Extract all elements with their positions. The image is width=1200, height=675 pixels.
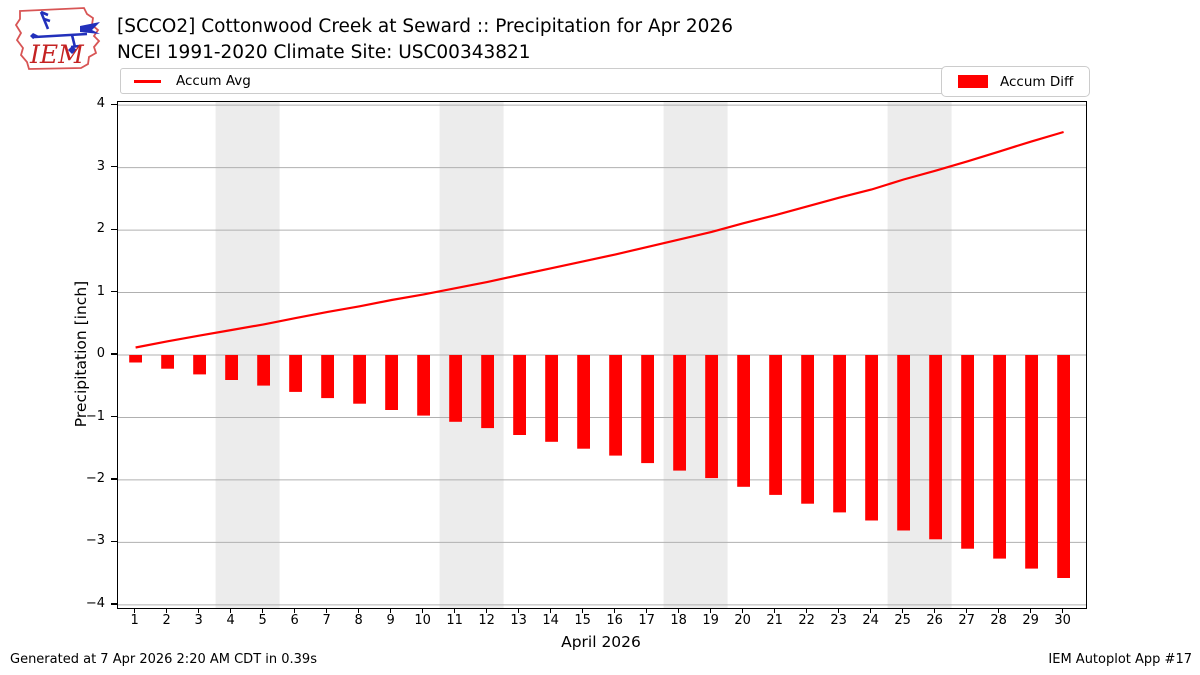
weather-vane-arrow-icon	[30, 22, 100, 54]
x-tick-label: 27	[958, 613, 975, 628]
x-tick-label: 23	[830, 613, 847, 628]
x-tick-label: 6	[290, 613, 299, 628]
iem-logo: IEM	[14, 7, 101, 70]
x-tick-mark	[454, 608, 456, 613]
x-tick-label: 18	[670, 613, 687, 628]
x-tick-mark	[646, 608, 648, 613]
accum-diff-bars	[129, 355, 1070, 578]
x-tick-mark	[486, 608, 488, 613]
gridlines	[118, 104, 1086, 606]
x-tick-mark	[134, 608, 136, 613]
chart-title: [SCCO2] Cottonwood Creek at Seward :: Pr…	[117, 16, 733, 37]
x-tick-label: 26	[926, 613, 943, 628]
y-tick-label: −4	[85, 595, 105, 611]
y-tick-mark	[111, 166, 117, 168]
y-tick-mark	[111, 353, 117, 355]
x-tick-label: 25	[894, 613, 911, 628]
generated-timestamp: Generated at 7 Apr 2026 2:20 AM CDT in 0…	[10, 652, 317, 667]
x-tick-label: 28	[990, 613, 1007, 628]
x-tick-mark	[294, 608, 296, 613]
y-tick-mark	[111, 290, 117, 293]
x-tick-label: 7	[322, 613, 331, 628]
accum-diff-bar-swatch	[958, 75, 988, 88]
plot-area	[117, 101, 1087, 609]
y-tick-mark	[111, 478, 117, 480]
x-tick-mark	[326, 608, 328, 613]
x-tick-mark	[230, 608, 232, 613]
x-tick-mark	[998, 608, 1000, 613]
x-tick-mark	[870, 608, 872, 613]
x-tick-mark	[1062, 608, 1064, 613]
x-tick-label: 14	[542, 613, 559, 628]
x-tick-mark	[358, 608, 360, 613]
x-tick-label: 20	[734, 613, 751, 628]
x-tick-label: 1	[130, 613, 139, 628]
x-tick-label: 11	[446, 613, 463, 628]
x-tick-label: 24	[862, 613, 879, 628]
x-tick-mark	[198, 608, 200, 613]
x-tick-mark	[582, 608, 584, 613]
x-tick-label: 10	[414, 613, 431, 628]
x-tick-mark	[262, 608, 264, 613]
y-tick-label: 4	[96, 96, 105, 112]
x-tick-mark	[614, 608, 616, 613]
legend-accum-diff: Accum Diff	[941, 66, 1090, 97]
x-tick-label: 4	[226, 613, 235, 628]
x-axis-label: April 2026	[561, 633, 641, 651]
chart-subtitle: NCEI 1991-2020 Climate Site: USC00343821	[117, 42, 531, 63]
legend-accum-avg: Accum Avg	[120, 68, 1086, 94]
accum-diff-label: Accum Diff	[1000, 73, 1074, 90]
accum-avg-label: Accum Avg	[176, 73, 251, 89]
accum-avg-line-swatch	[134, 79, 161, 83]
y-tick-label: 3	[96, 158, 105, 174]
y-tick-mark	[111, 415, 117, 418]
x-tick-mark	[1030, 608, 1032, 613]
x-tick-label: 13	[510, 613, 527, 628]
x-tick-label: 8	[354, 613, 363, 628]
y-tick-label: −1	[85, 408, 105, 424]
x-tick-mark	[902, 608, 904, 613]
x-tick-label: 19	[702, 613, 719, 628]
y-tick-label: −3	[85, 533, 105, 549]
y-tick-label: −2	[85, 470, 105, 486]
logo-text: IEM	[29, 40, 85, 69]
x-tick-label: 29	[1022, 613, 1039, 628]
x-tick-label: 21	[766, 613, 783, 628]
y-tick-mark	[111, 603, 117, 605]
y-tick-mark	[111, 228, 117, 230]
x-tick-mark	[742, 608, 744, 613]
y-tick-mark	[111, 540, 117, 543]
x-tick-label: 15	[574, 613, 591, 628]
y-tick-label: 0	[96, 346, 105, 361]
app-credit: IEM Autoplot App #17	[1048, 652, 1192, 667]
x-tick-mark	[678, 608, 680, 613]
accum-avg-line	[135, 130, 1064, 349]
x-tick-mark	[422, 608, 424, 613]
x-tick-mark	[710, 608, 712, 613]
x-tick-label: 5	[258, 613, 267, 628]
x-tick-label: 22	[798, 613, 815, 628]
y-tick-mark	[111, 103, 117, 105]
x-tick-label: 12	[478, 613, 495, 628]
x-tick-label: 2	[162, 613, 171, 628]
y-tick-label: 1	[96, 283, 105, 299]
plot-svg	[118, 102, 1086, 608]
x-tick-mark	[390, 608, 392, 613]
x-tick-label: 16	[606, 613, 623, 628]
x-tick-label: 30	[1054, 613, 1071, 628]
y-tick-label: 2	[96, 221, 105, 237]
x-tick-mark	[966, 608, 968, 613]
x-tick-mark	[806, 608, 808, 613]
x-tick-mark	[934, 608, 936, 613]
x-tick-mark	[166, 608, 168, 613]
x-tick-mark	[774, 608, 776, 613]
x-tick-mark	[550, 608, 552, 613]
x-tick-mark	[518, 608, 520, 613]
x-tick-label: 9	[386, 613, 395, 628]
x-tick-label: 3	[194, 613, 203, 628]
iowa-outline-icon	[14, 7, 101, 70]
x-tick-label: 17	[638, 613, 655, 628]
x-tick-mark	[838, 608, 840, 613]
